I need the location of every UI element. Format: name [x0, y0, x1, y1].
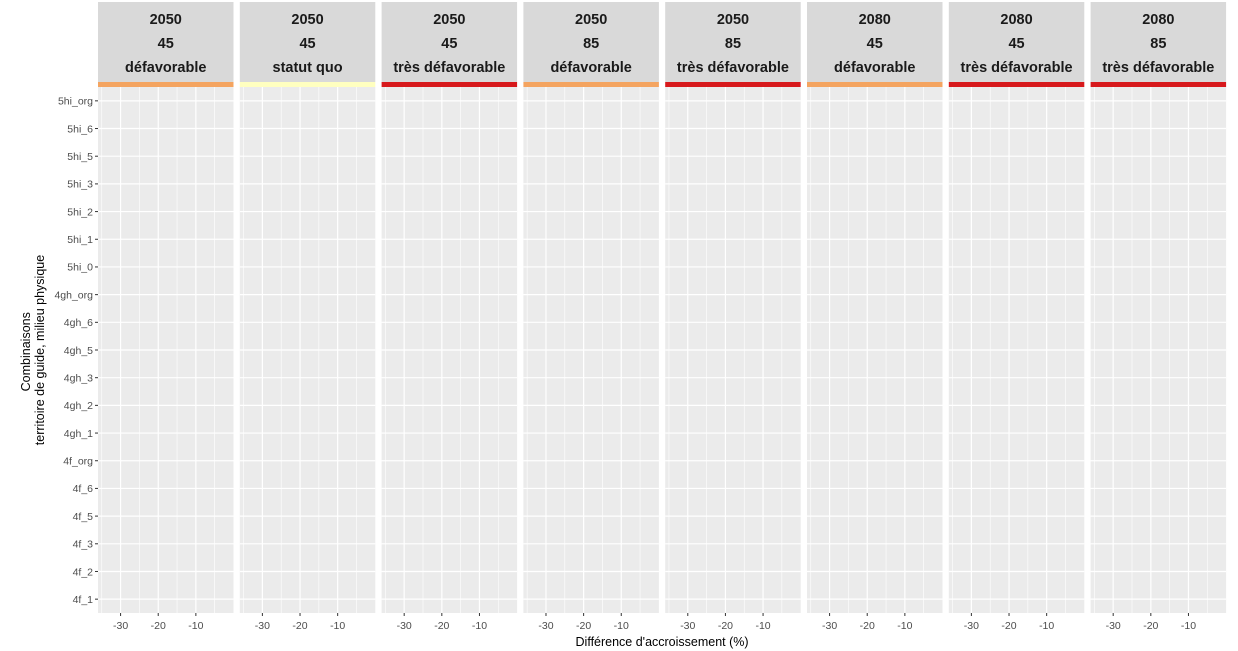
- facet-strip-rcp: 45: [441, 36, 457, 52]
- scenario-color-band: [665, 82, 801, 87]
- y-tick-label: 4gh_2: [64, 400, 93, 412]
- scenario-color-band: [1090, 82, 1227, 87]
- x-axis-title: Différence d'accroissement (%): [576, 635, 749, 649]
- x-tick-label: -30: [1106, 620, 1121, 632]
- scenario-color-band: [381, 82, 518, 87]
- facet-strip-scenario: défavorable: [834, 60, 915, 76]
- scenario-color-band: [807, 82, 943, 87]
- x-tick-label: -20: [1143, 620, 1158, 632]
- x-tick-label: -30: [113, 620, 128, 632]
- y-tick-label: 4f_5: [73, 511, 94, 523]
- facet-strip-scenario: très défavorable: [393, 60, 505, 76]
- x-tick-label: -10: [1039, 620, 1054, 632]
- scenario-color-band: [239, 82, 376, 87]
- x-tick-label: -10: [897, 620, 912, 632]
- x-tick-label: -10: [755, 620, 770, 632]
- x-tick-label: -10: [472, 620, 487, 632]
- facet-panel: 2050 45 très défavorable -30 -20 -10: [381, 2, 518, 632]
- y-axis-title-line-1: Combinaisons: [19, 312, 33, 391]
- facet-strip: [807, 2, 943, 82]
- x-tick-label: -20: [860, 620, 875, 632]
- x-tick-label: -30: [964, 620, 979, 632]
- x-tick-label: -30: [680, 620, 695, 632]
- scenario-color-band: [948, 82, 1085, 87]
- x-tick-label: -20: [292, 620, 307, 632]
- facet-strip-scenario: défavorable: [125, 60, 206, 76]
- facet-strip-year: 2080: [859, 12, 891, 28]
- facet-strip-rcp: 85: [583, 36, 599, 52]
- y-tick-label: 4gh_1: [64, 428, 93, 440]
- x-tick-label: -20: [434, 620, 449, 632]
- facet-strip-year: 2080: [1142, 12, 1174, 28]
- y-tick-label: 4f_6: [73, 483, 94, 495]
- facet-strip-scenario: très défavorable: [961, 60, 1073, 76]
- x-tick-label: -10: [1181, 620, 1196, 632]
- y-tick-label: 4gh_3: [64, 372, 93, 384]
- facet-strip-scenario: très défavorable: [677, 60, 789, 76]
- y-tick-label: 5hi_6: [67, 123, 93, 135]
- scenario-color-band: [98, 82, 234, 87]
- facet-strip-scenario: statut quo: [273, 60, 343, 76]
- facet-strip-rcp: 45: [158, 36, 174, 52]
- facet-strip: [98, 2, 234, 82]
- facet-panel: 2050 45 défavorable -30 -20 -10: [98, 2, 234, 632]
- facet-strip-year: 2050: [150, 12, 182, 28]
- y-tick-label: 4gh_6: [64, 317, 93, 329]
- facet-strip-year: 2050: [575, 12, 607, 28]
- y-axis-title-line-2: territoire de guide, milieu physique: [33, 255, 47, 445]
- y-tick-label: 5hi_2: [67, 206, 93, 218]
- x-tick-label: -10: [330, 620, 345, 632]
- x-tick-label: -10: [614, 620, 629, 632]
- facet-strip: [948, 2, 1085, 82]
- facet-panel: 2080 45 très défavorable -30 -20 -10: [948, 2, 1085, 632]
- y-tick-label: 4gh_org: [54, 289, 93, 301]
- x-tick-label: -20: [576, 620, 591, 632]
- x-tick-label: -30: [397, 620, 412, 632]
- facet-strip-rcp: 85: [725, 36, 741, 52]
- y-tick-label: 4f_org: [63, 456, 93, 468]
- facet-strip-rcp: 45: [299, 36, 315, 52]
- facet-strip-year: 2050: [717, 12, 749, 28]
- y-tick-label: 4f_3: [73, 539, 94, 551]
- y-tick-label: 5hi_3: [67, 179, 93, 191]
- facet-strip-year: 2050: [291, 12, 323, 28]
- x-tick-label: -20: [718, 620, 733, 632]
- facet-strip-scenario: très défavorable: [1102, 60, 1214, 76]
- facet-strip: [665, 2, 801, 82]
- facet-panel: 2080 45 défavorable -30 -20 -10: [807, 2, 943, 632]
- x-tick-label: -30: [538, 620, 553, 632]
- facet-strip-year: 2050: [433, 12, 465, 28]
- scenario-color-band: [523, 82, 659, 87]
- facet-strip-rcp: 85: [1150, 36, 1166, 52]
- facet-strip: [381, 2, 518, 82]
- facet-panel: 2050 85 défavorable -30 -20 -10: [523, 2, 659, 632]
- y-tick-label: 5hi_5: [67, 151, 93, 163]
- x-tick-label: -20: [1001, 620, 1016, 632]
- facet-strip: [523, 2, 659, 82]
- facet-panels: 2050 45 défavorable -30 -20 -10 2050 45 statut q…: [98, 2, 1227, 632]
- facet-strip-rcp: 45: [867, 36, 883, 52]
- facet-strip-rcp: 45: [1008, 36, 1024, 52]
- y-tick-label: 5hi_org: [58, 96, 93, 108]
- x-tick-label: -30: [255, 620, 270, 632]
- y-axis: 4f_1 4f_2 4f_3 4f_5 4f_6 4f_org 4gh_1 4gh_2 4gh_…: [54, 96, 98, 606]
- y-axis-title: Combinaisons territoire de guide, milieu…: [19, 255, 47, 445]
- x-tick-label: -30: [822, 620, 837, 632]
- facet-panel: 2050 45 statut quo -30 -20 -10: [239, 2, 376, 632]
- x-tick-label: -20: [151, 620, 166, 632]
- y-tick-label: 4f_2: [73, 566, 94, 578]
- y-tick-label: 5hi_1: [67, 234, 93, 246]
- facet-panel: 2050 85 très défavorable -30 -20 -10: [665, 2, 801, 632]
- facet-strip: [1090, 2, 1227, 82]
- y-tick-label: 5hi_0: [67, 262, 93, 274]
- facet-strip-scenario: défavorable: [550, 60, 631, 76]
- x-tick-label: -10: [188, 620, 203, 632]
- facet-strip: [239, 2, 376, 82]
- y-tick-label: 4f_1: [73, 594, 94, 606]
- facet-panel: 2080 85 très défavorable -30 -20 -10: [1090, 2, 1227, 632]
- facet-strip-year: 2080: [1000, 12, 1032, 28]
- y-tick-label: 4gh_5: [64, 345, 93, 357]
